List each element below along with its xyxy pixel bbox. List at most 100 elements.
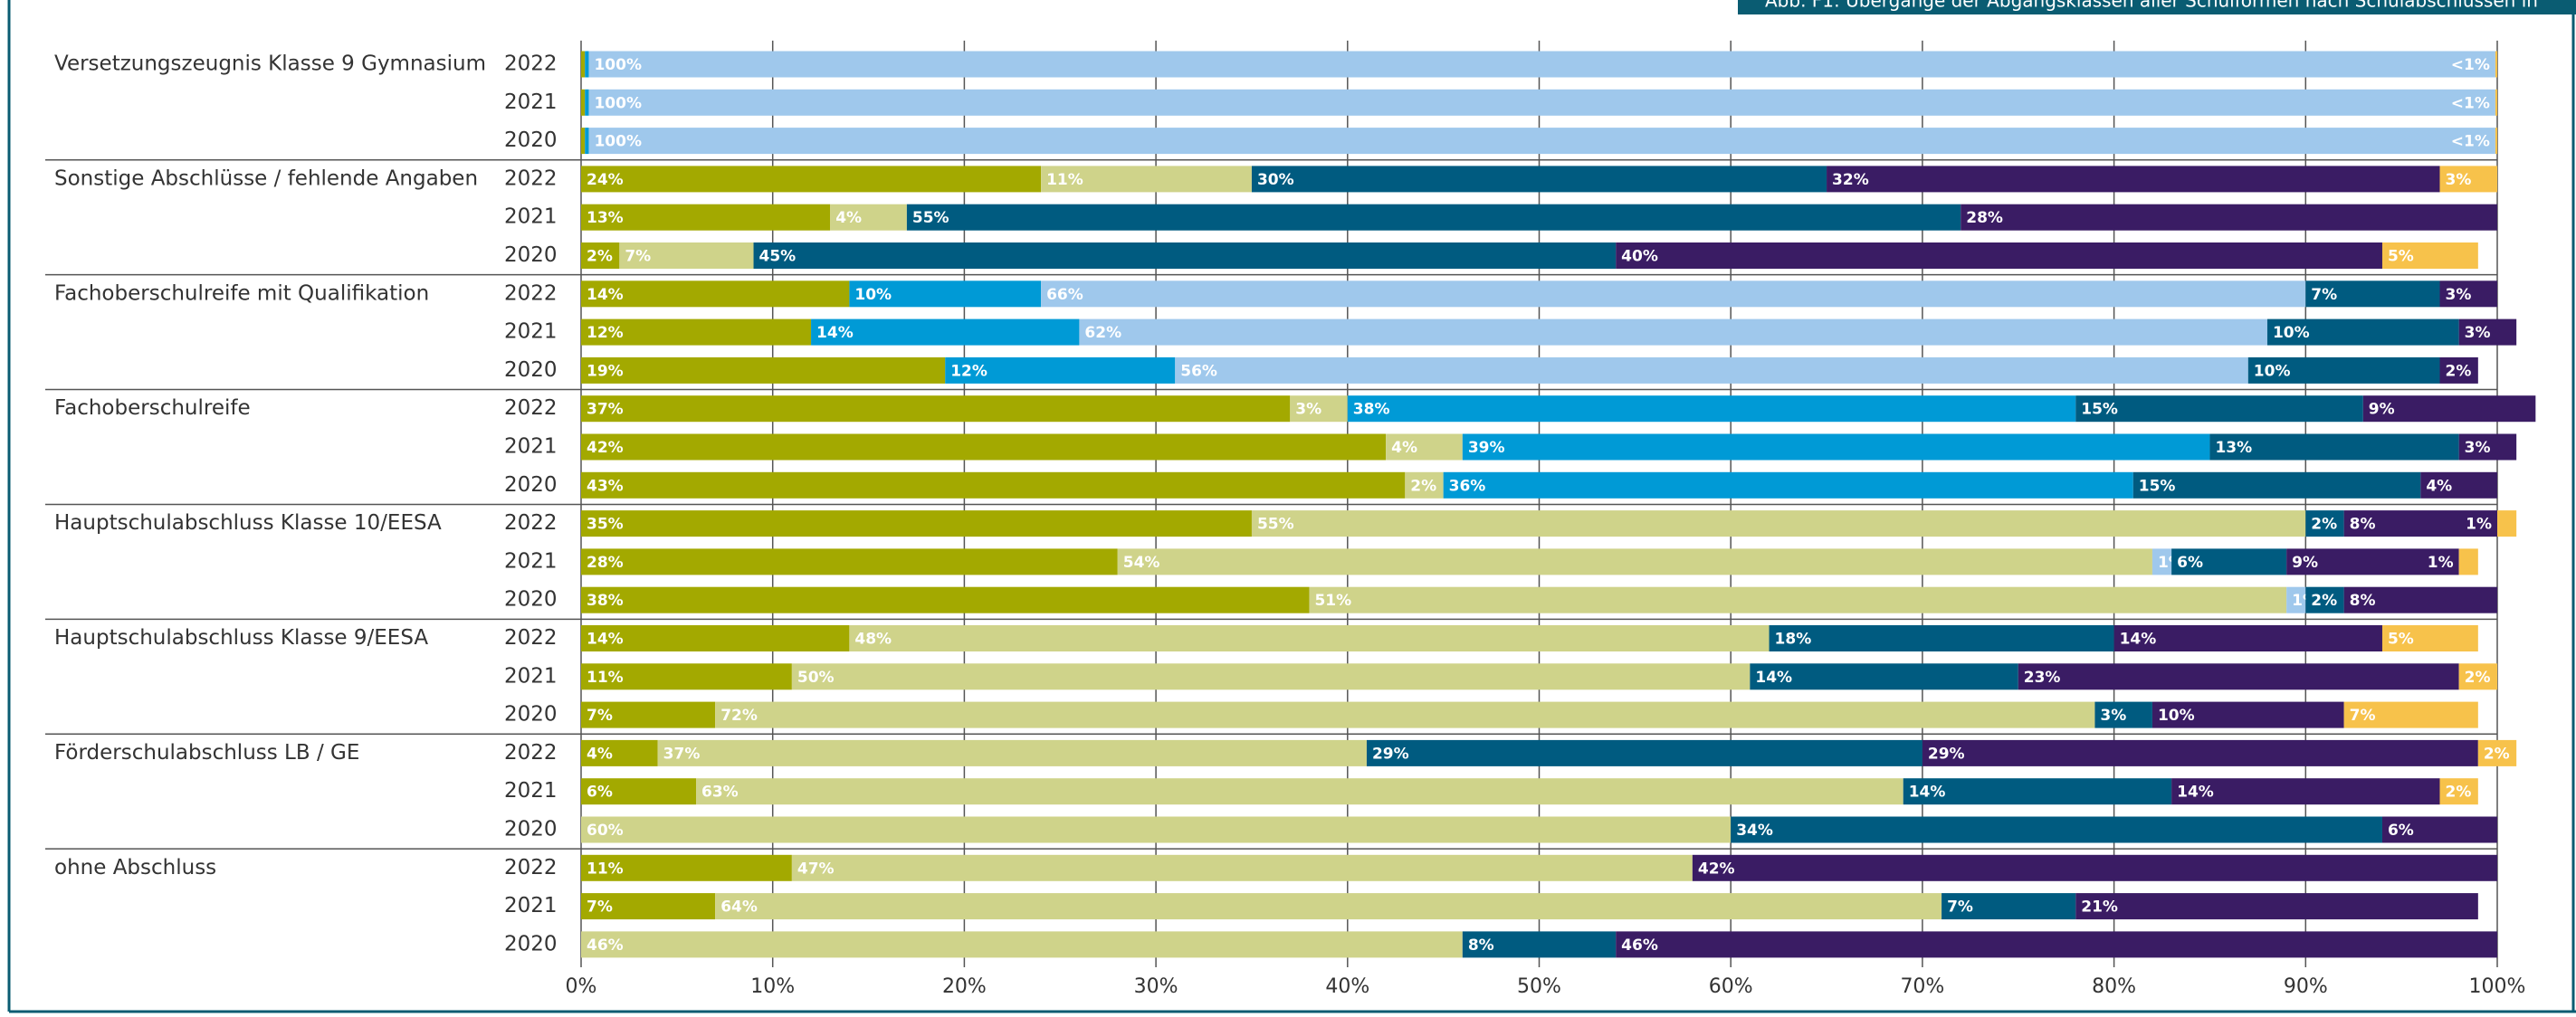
year-label: 2021 — [504, 664, 558, 688]
value-label: <1% — [2451, 133, 2490, 151]
bar-segment — [2495, 51, 2497, 78]
year-label: 2022 — [504, 741, 558, 765]
bar-segment — [2439, 778, 2478, 805]
bar-segment — [2458, 318, 2517, 346]
group-label: Hauptschulabschluss Klasse 9/EESA — [54, 626, 428, 650]
value-label: 63% — [701, 784, 739, 802]
value-label: 3% — [2465, 324, 2491, 342]
bar-segment — [2171, 778, 2440, 805]
group-label: Versetzungszeugnis Klasse 9 Gymnasium — [54, 52, 486, 76]
bar-segment — [2018, 663, 2459, 690]
value-label: 13% — [587, 209, 624, 227]
value-label: 2% — [2311, 592, 2337, 610]
bar-segment — [1731, 816, 2382, 843]
bar-segment — [2458, 663, 2497, 690]
value-label: 5% — [2388, 631, 2414, 649]
value-label: 7% — [587, 707, 613, 725]
x-tick-label: 40% — [1325, 975, 1369, 998]
value-label: 2% — [2311, 516, 2337, 534]
year-label: 2021 — [504, 205, 558, 229]
value-label: 100% — [594, 94, 642, 112]
bar-segment — [581, 778, 697, 805]
bar-segment — [581, 280, 850, 308]
bar-segment — [581, 510, 1252, 537]
year-label: 2020 — [504, 358, 558, 382]
value-label: 14% — [587, 286, 624, 304]
value-label: 7% — [625, 248, 651, 266]
bar-segment — [581, 625, 850, 651]
value-label: 11% — [587, 860, 624, 878]
bar-segment — [1443, 471, 2133, 499]
bar-segment — [2343, 510, 2497, 537]
value-label: 51% — [1314, 592, 1351, 610]
value-label: 3% — [2445, 286, 2471, 304]
x-tick-label: 100% — [2469, 975, 2526, 998]
bar-segment — [588, 89, 2495, 116]
bar-segment — [2497, 510, 2517, 537]
bar-segment — [2151, 701, 2344, 728]
value-label: 8% — [1468, 936, 1494, 955]
bar-segment — [2305, 510, 2344, 537]
bar-segment — [2381, 816, 2497, 843]
bar-segment — [791, 663, 1751, 690]
bar-segment — [581, 701, 716, 728]
value-label: <1% — [2451, 56, 2490, 74]
value-label: 7% — [587, 898, 613, 917]
value-label: 3% — [1295, 401, 1321, 419]
bar-segment — [2286, 586, 2306, 613]
bar-segment — [906, 204, 1961, 231]
value-label: 55% — [1257, 516, 1294, 534]
bar-segment — [1922, 739, 2478, 766]
x-tick-label: 30% — [1134, 975, 1178, 998]
value-label: 36% — [1449, 477, 1486, 495]
value-label: 46% — [1621, 936, 1658, 955]
value-label: 30% — [1257, 171, 1294, 189]
bar-segment — [1309, 586, 2287, 613]
value-label: 14% — [2177, 784, 2214, 802]
year-label: 2022 — [504, 281, 558, 305]
year-label: 2021 — [504, 320, 558, 344]
value-label: 40% — [1621, 248, 1658, 266]
bar-segment — [581, 893, 716, 920]
group-label: ohne Abschluss — [54, 856, 216, 879]
value-label: 5% — [2388, 248, 2414, 266]
bar-segment — [2439, 166, 2497, 193]
bar-segment — [1616, 242, 2382, 269]
bar-segment — [1692, 854, 2497, 881]
bar-segment — [1386, 433, 1463, 461]
value-label: 32% — [1832, 171, 1869, 189]
bar-segment — [1961, 204, 2497, 231]
value-label: 8% — [2350, 592, 2376, 610]
bar-segment — [2458, 548, 2478, 575]
group-label: Hauptschulabschluss Klasse 10/EESA — [54, 511, 442, 535]
year-label: 2022 — [504, 511, 558, 535]
year-label: 2021 — [504, 894, 558, 917]
value-label: 28% — [1966, 209, 2003, 227]
year-label: 2020 — [504, 243, 558, 267]
bar-segment — [1041, 280, 2306, 308]
x-tick-label: 0% — [566, 975, 597, 998]
bar-segment — [696, 778, 1903, 805]
value-label: 7% — [2350, 707, 2376, 725]
value-label: 9% — [2292, 554, 2318, 572]
bar-segment — [830, 204, 907, 231]
bar-segment — [1079, 318, 2267, 346]
value-label: 50% — [797, 669, 835, 687]
bar-segment — [1462, 433, 2210, 461]
bar-segment — [585, 128, 589, 155]
value-label: 39% — [1468, 439, 1505, 457]
value-label: 6% — [587, 784, 613, 802]
group-label: Förderschulabschluss LB / GE — [54, 741, 359, 765]
value-label: 14% — [1755, 669, 1792, 687]
value-label: 4% — [835, 209, 862, 227]
year-label: 2022 — [504, 626, 558, 650]
bar-segment — [585, 89, 589, 116]
bar-segment — [581, 471, 1406, 499]
bar-segment — [2362, 395, 2536, 423]
value-label: 38% — [587, 592, 624, 610]
year-label: 2022 — [504, 856, 558, 879]
value-label: 10% — [2273, 324, 2310, 342]
value-label: 23% — [2024, 669, 2061, 687]
year-label: 2020 — [504, 703, 558, 727]
value-label: 37% — [663, 745, 701, 763]
